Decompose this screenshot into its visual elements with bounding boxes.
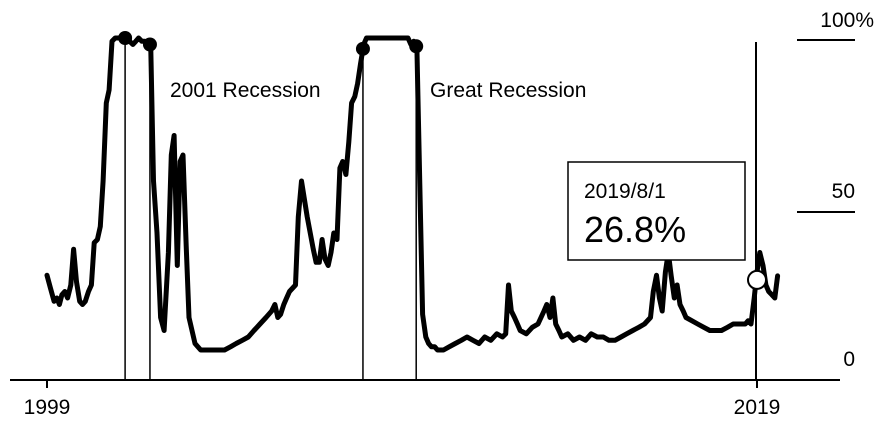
- x-tick-label-1: 2019: [734, 396, 781, 419]
- recession-2-start-marker: [355, 41, 370, 56]
- recession-1-start-marker: [118, 31, 133, 45]
- x-axis-ticks: 1999 2019: [24, 380, 781, 419]
- y-tick-label-1: 50: [832, 180, 855, 203]
- recession-labels: 2001 Recession Great Recession: [170, 79, 586, 102]
- recession-markers: [118, 31, 424, 56]
- series-line: [44, 35, 781, 353]
- y-axis-ticks: 100% 50 0: [797, 9, 874, 371]
- y-tick-label-2: 0: [843, 348, 855, 371]
- x-tick-label-0: 1999: [24, 396, 71, 419]
- callout-frame: [567, 161, 746, 261]
- y-tick-label-0: 100%: [820, 9, 874, 32]
- recession-1-end-marker: [142, 37, 157, 52]
- current-value-marker[interactable]: [747, 269, 767, 290]
- callout-box: 2019/8/1 26.8%: [567, 161, 746, 261]
- recession-2-end-marker: [409, 39, 424, 54]
- recession-label-1: 2001 Recession: [170, 79, 321, 102]
- callout-date: 2019/8/1: [584, 180, 666, 203]
- callout-value: 26.8%: [584, 209, 686, 250]
- recession-label-2: Great Recession: [430, 79, 586, 102]
